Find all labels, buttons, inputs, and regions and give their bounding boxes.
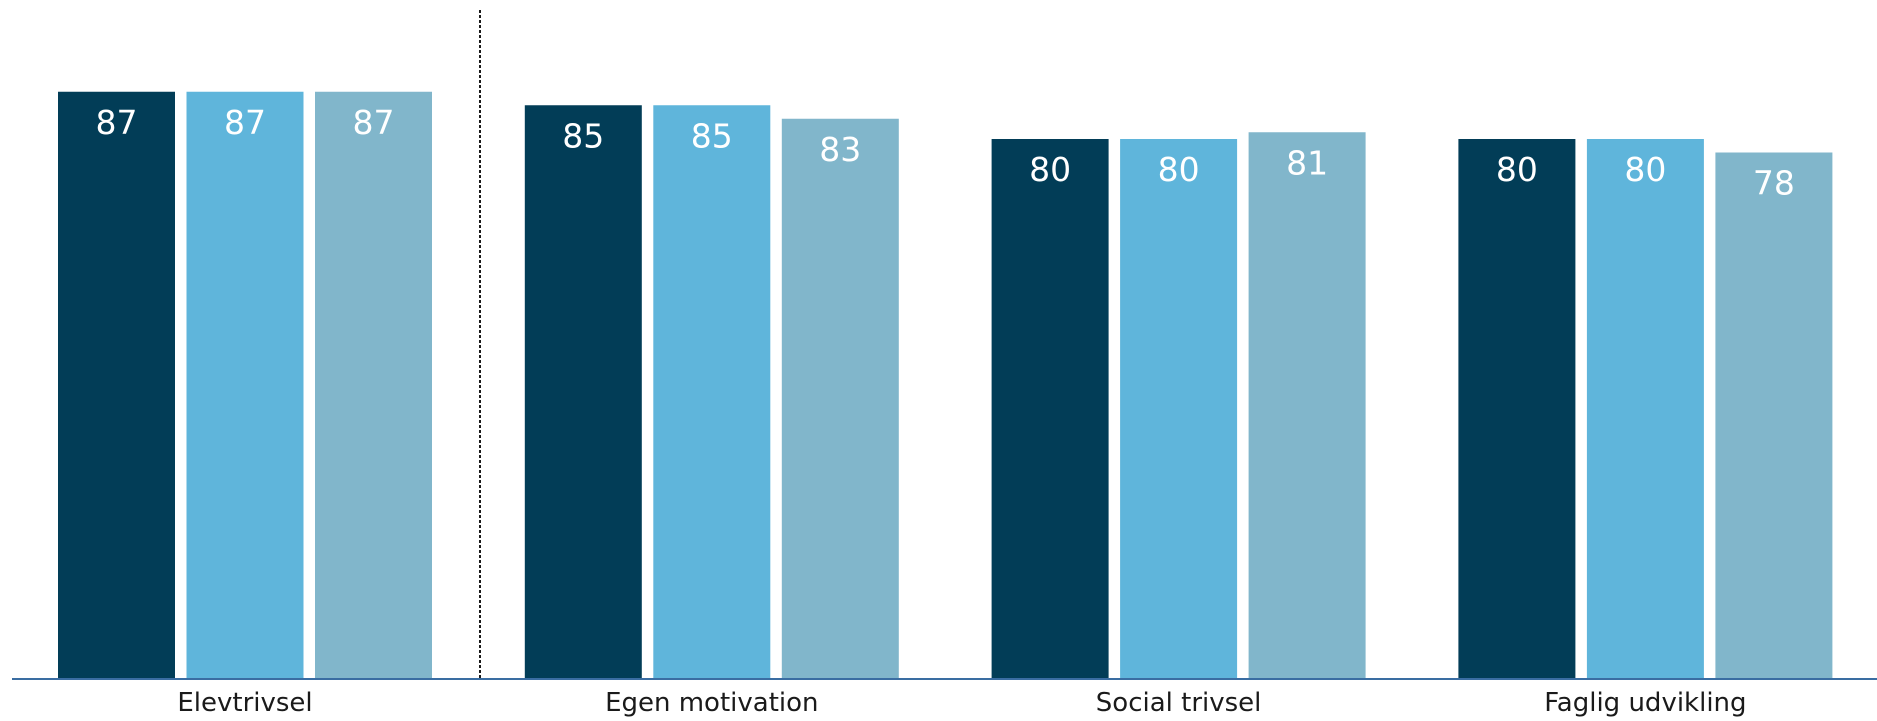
- value-label-2-2: 81: [1286, 143, 1328, 182]
- bar-2-1: [1120, 139, 1238, 679]
- value-label-3-2: 78: [1753, 164, 1795, 203]
- category-label-2: Social trivsel: [1096, 688, 1262, 718]
- bar-1-0: [524, 105, 642, 679]
- bar-2-2: [1248, 132, 1366, 679]
- value-label-1-0: 85: [562, 116, 604, 155]
- value-label-2-1: 80: [1158, 150, 1200, 189]
- value-labels-group: 87 87 87 85 85 83 80 80 81 80 80 78: [96, 103, 1795, 203]
- bar-3-1: [1586, 139, 1704, 679]
- bar-3-2: [1715, 152, 1833, 679]
- bars-group: [58, 91, 1833, 679]
- category-label-3: Faglig udvikling: [1544, 688, 1746, 718]
- value-label-1-1: 85: [691, 116, 733, 155]
- value-label-0-0: 87: [96, 103, 138, 142]
- value-label-3-1: 80: [1624, 150, 1666, 189]
- value-label-1-2: 83: [819, 130, 861, 169]
- value-label-0-2: 87: [353, 103, 395, 142]
- value-label-0-1: 87: [224, 103, 266, 142]
- value-label-2-0: 80: [1029, 150, 1071, 189]
- bar-0-2: [315, 91, 432, 679]
- bar-0-1: [186, 91, 304, 679]
- bar-0-0: [58, 91, 175, 679]
- category-labels-group: Elevtrivsel Egen motivation Social trivsel…: [177, 688, 1746, 718]
- bar-1-1: [653, 105, 771, 679]
- category-label-0: Elevtrivsel: [177, 688, 312, 718]
- bar-2-0: [991, 139, 1109, 679]
- category-label-1: Egen motivation: [605, 688, 818, 718]
- bar-1-2: [781, 118, 899, 679]
- bar-3-0: [1458, 139, 1576, 679]
- value-label-3-0: 80: [1496, 150, 1538, 189]
